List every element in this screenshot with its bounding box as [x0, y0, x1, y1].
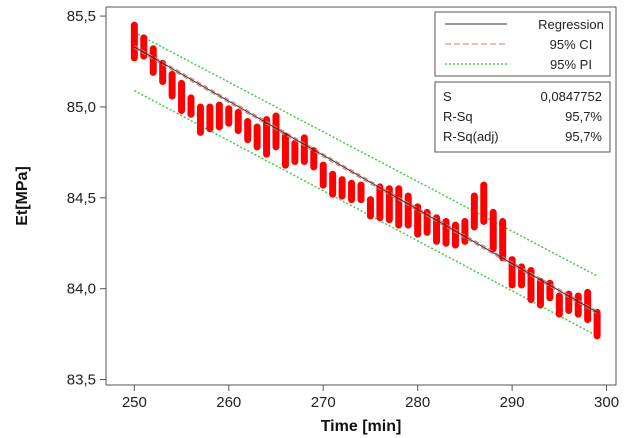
regression-line	[134, 46, 598, 313]
x-tick-label: 290	[500, 394, 525, 411]
stat-label: R-Sq	[443, 109, 473, 124]
plot-layer: 83,5 84,0 84,5 85,0 85,5 250 260 270 280 290 300 Ti…	[14, 6, 619, 435]
y-tick-label: 85,5	[67, 8, 96, 25]
stat-value: 95,7%	[565, 109, 602, 124]
stats-box	[434, 81, 611, 153]
legend-label: 95% PI	[550, 57, 592, 72]
stat-label: S	[443, 89, 452, 104]
stat-value: 0,0847752	[541, 89, 602, 104]
ci-upper-line	[134, 45, 598, 312]
x-tick-label: 300	[594, 394, 619, 411]
y-axis-title: Et[MPa]	[14, 166, 31, 226]
pi-lower-line	[133, 89, 598, 337]
stat-value: 95,7%	[565, 129, 602, 144]
ci-lower-line	[134, 48, 598, 315]
x-tick-label: 280	[405, 394, 430, 411]
x-axis-title: Time [min]	[321, 418, 402, 435]
legend-label: 95% CI	[550, 37, 593, 52]
legend-label: Regression	[538, 17, 604, 32]
y-tick-label: 84,0	[67, 281, 96, 298]
x-tick-label: 270	[311, 394, 336, 411]
x-tick-label: 250	[122, 394, 147, 411]
y-tick-label: 85,0	[67, 99, 96, 116]
pi-upper-line	[133, 31, 598, 277]
stat-label: R-Sq(adj)	[443, 129, 499, 144]
x-tick-label: 260	[216, 394, 241, 411]
y-tick-label: 83,5	[67, 372, 96, 389]
y-tick-label: 84,5	[67, 190, 96, 207]
